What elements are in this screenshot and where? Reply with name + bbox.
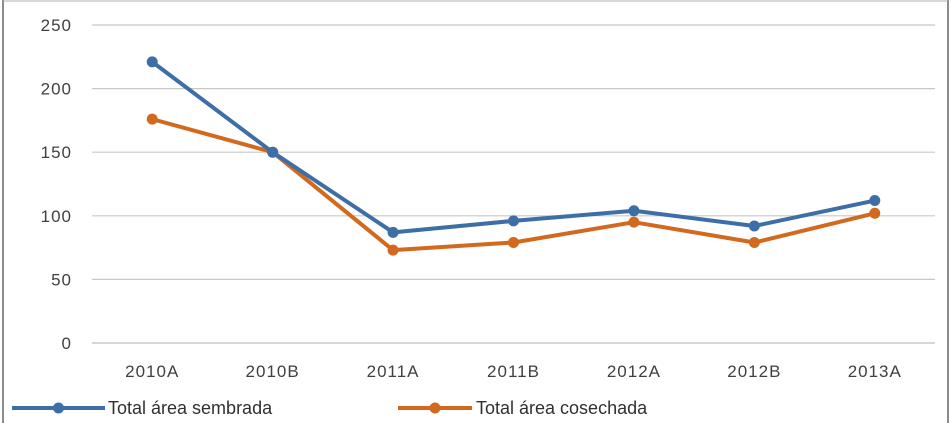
y-tick-label: 100 (41, 207, 72, 226)
legend-label: Total área sembrada (108, 398, 273, 418)
legend-swatch-marker (53, 402, 64, 414)
gridlines (92, 24, 935, 344)
x-tick-label: 2012A (607, 362, 661, 381)
legend: Total área sembrada Total área cosechada (12, 398, 648, 418)
y-tick-label: 50 (51, 270, 72, 289)
y-axis-ticks: 0 50 100 150 200 250 (41, 16, 72, 353)
data-point (508, 215, 519, 227)
data-point (146, 113, 158, 125)
legend-label: Total área cosechada (476, 398, 648, 418)
series-line (150, 117, 877, 253)
y-tick-label: 250 (41, 16, 72, 35)
data-point (628, 205, 640, 217)
x-axis-ticks: 2010A 2010B 2011A 2011B 2012A 2012B 2013A (125, 362, 902, 381)
x-tick-label: 2010A (125, 362, 179, 381)
data-point (267, 146, 279, 158)
data-point (869, 195, 881, 207)
data-point (748, 220, 760, 232)
y-tick-label: 150 (41, 143, 72, 162)
x-tick-label: 2011B (487, 362, 540, 381)
series-lines (146, 56, 881, 256)
y-tick-label: 0 (62, 334, 72, 353)
data-point (748, 237, 760, 249)
legend-swatch-marker (429, 402, 441, 414)
data-point (146, 56, 158, 68)
x-tick-label: 2013A (848, 362, 902, 381)
data-point (387, 244, 399, 256)
data-point (869, 207, 881, 219)
y-tick-label: 200 (41, 80, 72, 99)
x-tick-label: 2012B (727, 362, 781, 381)
x-tick-label: 2011A (367, 362, 420, 381)
data-point (387, 226, 399, 238)
data-point (508, 237, 519, 249)
data-point (628, 216, 640, 228)
x-tick-label: 2010B (246, 362, 300, 381)
